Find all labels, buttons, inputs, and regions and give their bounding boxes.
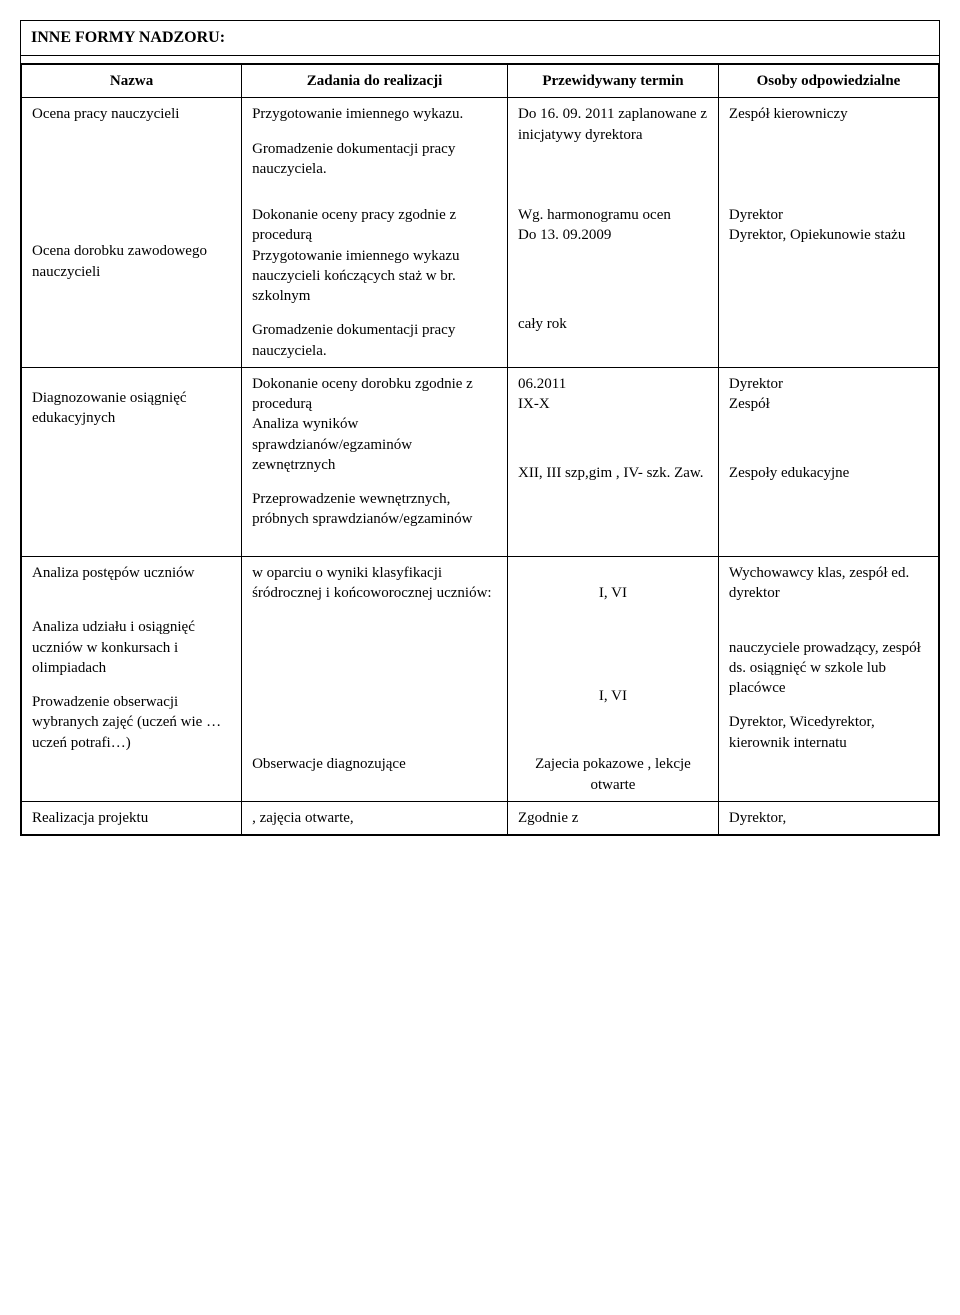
cell-termin: 06.2011 IX-X XII, III szp,gim , IV- szk.… — [508, 367, 719, 556]
cell-nazwa: Analiza postępów uczniów Analiza udziału… — [22, 556, 242, 801]
header-zadania: Zadania do realizacji — [242, 65, 508, 98]
text: Analiza udziału i osiągnięć uczniów w ko… — [32, 617, 231, 678]
text: w oparciu o wyniki klasyfikacji śródrocz… — [252, 563, 497, 604]
cell-nazwa: Realizacja projektu — [22, 801, 242, 834]
text: Dokonanie oceny dorobku zgodnie z proced… — [252, 374, 497, 415]
text: nauczyciele prowadzący, zespół ds. osiąg… — [729, 638, 928, 699]
cell-osoby: Wychowawcy klas, zespół ed. dyrektor nau… — [718, 556, 938, 801]
text: Dyrektor — [729, 374, 928, 394]
data-table: Nazwa Zadania do realizacji Przewidywany… — [21, 64, 939, 835]
text: Analiza wyników sprawdzianów/egzaminów z… — [252, 414, 497, 475]
text: Przygotowanie imiennego wykazu nauczycie… — [252, 246, 497, 307]
cell-osoby: Zespół kierowniczy — [718, 98, 938, 185]
text: Dyrektor, Opiekunowie stażu — [729, 225, 928, 245]
cell-zadania: , zajęcia otwarte, — [242, 801, 508, 834]
cell-zadania: Przygotowanie imiennego wykazu. Gromadze… — [242, 98, 508, 185]
text: Dyrektor — [729, 205, 928, 225]
cell-termin: Zgodnie z — [508, 801, 719, 834]
outer-container: INNE FORMY NADZORU: Nazwa Zadania do rea… — [20, 20, 940, 836]
text: Wg. harmonogramu ocen — [518, 205, 708, 225]
text: Dokonanie oceny pracy zgodnie z procedur… — [252, 205, 497, 246]
header-termin: Przewidywany termin — [508, 65, 719, 98]
cell-termin: Wg. harmonogramu ocen Do 13. 09.2009 cał… — [508, 185, 719, 367]
text: Ocena pracy nauczycieli — [32, 104, 231, 124]
text: Prowadzenie obserwacji wybranych zajęć (… — [32, 692, 231, 753]
text: Diagnozowanie osiągnięć edukacyjnych — [32, 388, 231, 429]
text: Wychowawcy klas, zespół ed. dyrektor — [729, 563, 928, 604]
cell-osoby: Dyrektor, — [718, 801, 938, 834]
table-row: Realizacja projektu , zajęcia otwarte, Z… — [22, 801, 939, 834]
cell-nazwa: Diagnozowanie osiągnięć edukacyjnych — [22, 367, 242, 556]
text: Obserwacje diagnozujące — [252, 754, 497, 774]
text: Zespoły edukacyjne — [729, 463, 928, 483]
text: IX-X — [518, 394, 708, 414]
table-row: Analiza postępów uczniów Analiza udziału… — [22, 556, 939, 801]
text: XII, III szp,gim , IV- szk. Zaw. — [518, 463, 708, 483]
text: Przygotowanie imiennego wykazu. — [252, 104, 497, 124]
table-row: Diagnozowanie osiągnięć edukacyjnych Dok… — [22, 367, 939, 556]
header-nazwa: Nazwa — [22, 65, 242, 98]
cell-zadania: w oparciu o wyniki klasyfikacji śródrocz… — [242, 556, 508, 801]
cell-nazwa: Ocena pracy nauczycieli Ocena dorobku za… — [22, 98, 242, 368]
text: Ocena dorobku zawodowego nauczycieli — [32, 241, 231, 282]
text: cały rok — [518, 314, 708, 334]
cell-osoby: Dyrektor Dyrektor, Opiekunowie stażu — [718, 185, 938, 367]
section-title: INNE FORMY NADZORU: — [21, 21, 940, 56]
text: Przeprowadzenie wewnętrznych, próbnych s… — [252, 489, 497, 530]
text: Zespół — [729, 394, 928, 414]
cell-zadania: Dokonanie oceny pracy zgodnie z procedur… — [242, 185, 508, 367]
text: Dyrektor, Wicedyrektor, kierownik intern… — [729, 712, 928, 753]
text: I, VI — [518, 686, 708, 706]
text: 06.2011 — [518, 374, 708, 394]
text: Do 16. 09. 2011 zaplanowane z inicjatywy… — [518, 104, 708, 145]
cell-termin: I, VI I, VI Zajecia pokazowe , lekcje ot… — [508, 556, 719, 801]
text: I, VI — [518, 583, 708, 603]
text: Zespół kierowniczy — [729, 104, 928, 124]
table-row: Ocena pracy nauczycieli Ocena dorobku za… — [22, 98, 939, 185]
text: Do 13. 09.2009 — [518, 225, 708, 245]
text: Gromadzenie dokumentacji pracy nauczycie… — [252, 139, 497, 180]
spacer-row — [21, 56, 940, 64]
text: Analiza postępów uczniów — [32, 563, 231, 583]
cell-zadania: Dokonanie oceny dorobku zgodnie z proced… — [242, 367, 508, 556]
header-osoby: Osoby odpowiedzialne — [718, 65, 938, 98]
cell-termin: Do 16. 09. 2011 zaplanowane z inicjatywy… — [508, 98, 719, 185]
table-header-row: Nazwa Zadania do realizacji Przewidywany… — [22, 65, 939, 98]
cell-osoby: Dyrektor Zespół Zespoły edukacyjne — [718, 367, 938, 556]
text: Gromadzenie dokumentacji pracy nauczycie… — [252, 320, 497, 361]
text: Zajecia pokazowe , lekcje otwarte — [518, 754, 708, 795]
